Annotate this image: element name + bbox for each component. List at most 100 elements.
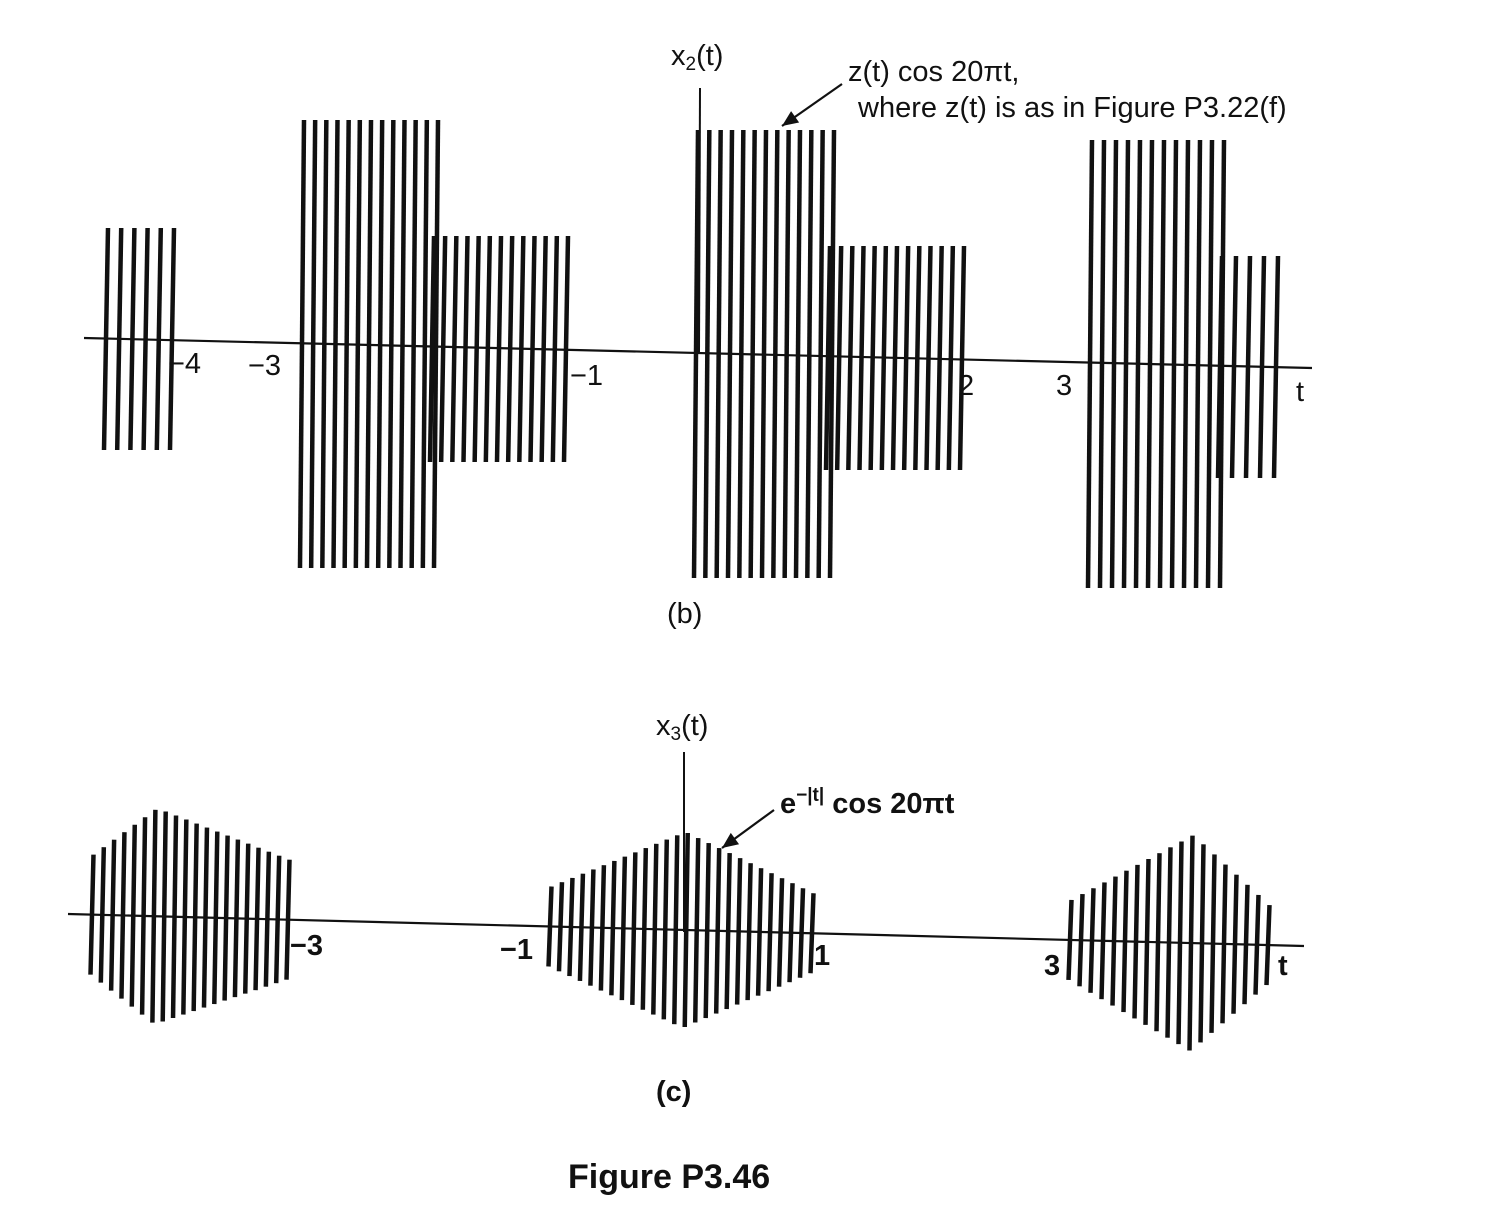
panel-b-oscillation-stroke <box>308 119 318 569</box>
panel-c-tick-3: 3 <box>1044 950 1061 982</box>
panel-c-oscillation-stroke <box>556 882 565 972</box>
panel-b-oscillation-stroke <box>846 245 855 471</box>
panel-c-oscillation-stroke <box>1198 844 1206 1043</box>
panel-b-oscillation-stroke <box>879 245 889 471</box>
panel-c-oscillation-stroke <box>577 873 586 981</box>
panel-c-oscillation-stroke <box>766 873 774 992</box>
panel-b-oscillation-stroke <box>420 119 430 569</box>
panel-c-oscillation-stroke <box>745 863 753 1001</box>
panel-b-oscillation-stroke <box>1215 255 1225 479</box>
panel-b-oscillation-stroke <box>528 235 537 463</box>
panel-b-oscillation-stroke <box>1205 139 1215 589</box>
panel-b-oscillation-stroke <box>331 119 340 569</box>
panel-c-oscillation-stroke <box>703 843 711 1019</box>
panel-c-oscillation-stroke <box>776 878 785 987</box>
panel-b-oscillation-stroke <box>1133 139 1143 589</box>
panel-c-oscillation-stroke <box>1066 899 1074 981</box>
panel-c-tick-minus1: −1 <box>500 934 534 966</box>
panel-c-oscillation-stroke <box>222 835 230 1001</box>
panel-b-oscillation-stroke <box>1085 139 1095 589</box>
panel-c-caption: (c) <box>656 1076 692 1108</box>
panel-b-y-label: x2(t) <box>671 40 724 75</box>
panel-b-oscillation-stroke <box>1145 139 1155 589</box>
panel-b-oscillation-stroke <box>461 235 470 463</box>
panel-b-tick-minus4: −4 <box>168 348 202 380</box>
panel-c-oscillation-stroke <box>787 883 795 983</box>
panel-b-oscillation-stroke <box>805 129 814 579</box>
panel-b-oscillation-stroke <box>725 129 735 579</box>
panel-c-oscillation-stroke <box>170 815 179 1019</box>
panel-b-oscillation-stroke <box>759 129 769 579</box>
panel-b-oscillation-stroke <box>703 129 712 579</box>
panel-c-oscillation-stroke <box>191 823 199 1012</box>
panel-c-oscillation-stroke <box>755 868 764 996</box>
panel-b-oscillation-stroke <box>353 119 363 569</box>
panel-c-oscillation-stroke <box>201 827 210 1008</box>
panel-c-oscillation-stroke <box>119 832 127 999</box>
panel-b-oscillation-stroke <box>427 235 437 463</box>
panel-c-oscillation-stroke <box>212 831 220 1005</box>
panel-b-oscillation-stroke <box>1229 255 1239 479</box>
panel-b-tick-3: 3 <box>1056 370 1073 402</box>
panel-c-oscillation-stroke <box>567 877 575 977</box>
panel-c-oscillation-stroke <box>1231 874 1239 1014</box>
panel-b-oscillation-stroke <box>737 129 746 579</box>
panel-c-oscillation-stroke <box>808 893 816 974</box>
panel-c-oscillation-stroke <box>1143 858 1151 1025</box>
annotation-arrows <box>721 83 843 849</box>
panel-c-tick-minus3: −3 <box>290 930 324 962</box>
panel-c-oscillation-stroke <box>672 835 680 1025</box>
panel-b-annotation-line1: z(t) cos 20πt, <box>848 56 1020 88</box>
panel-b-oscillation-stroke <box>748 129 757 579</box>
panel-c-oscillation-stroke <box>1220 864 1228 1024</box>
panel-c-tick-1: 1 <box>814 940 831 972</box>
panel-b-oscillation-stroke <box>450 235 459 463</box>
panel-b-oscillation-stroke <box>823 245 833 471</box>
panel-c-oscillation-stroke <box>1077 894 1085 987</box>
panel-b-oscillation-stroke <box>141 227 150 451</box>
panel-c-oscillation-stroke <box>1165 847 1173 1038</box>
panel-b-oscillation-stroke <box>714 129 723 579</box>
panel-b-tick-minus1: −1 <box>570 360 604 392</box>
panel-b-tick-2: 2 <box>958 370 975 402</box>
panel-b-oscillation-stroke <box>1157 139 1167 589</box>
panel-c-x-label: t <box>1278 950 1288 982</box>
panel-b-oscillation-stroke <box>1193 139 1203 589</box>
panel-b-oscillation-stroke <box>782 129 791 579</box>
panel-b-oscillation-stroke <box>409 119 418 569</box>
panel-c-oscillation-stroke <box>181 819 189 1015</box>
panel-b-x-label: t <box>1296 376 1305 408</box>
panel-b-oscillation-stroke <box>890 245 900 471</box>
panel-b-oscillation-stroke <box>517 235 526 463</box>
panel-c-oscillation-stroke <box>1253 894 1261 995</box>
panel-c-oscillation-stroke <box>129 824 138 1007</box>
panel-b-oscillation-stroke <box>1243 255 1253 479</box>
panel-b-oscillation-stroke <box>387 119 396 569</box>
panel-c-oscillation-stroke <box>232 839 241 998</box>
panel-b-oscillation-stroke <box>857 245 866 471</box>
panel-b-oscillation-stroke <box>1109 139 1119 589</box>
panel-b-oscillation-stroke <box>128 227 137 451</box>
panel-c-oscillation-stroke <box>1209 854 1217 1033</box>
panel-c-oscillation-stroke <box>651 843 659 1015</box>
panel-c-oscillation-stroke <box>598 865 607 991</box>
panel-b-oscillation-stroke <box>167 227 177 451</box>
panel-c-oscillation-stroke <box>724 853 732 1010</box>
panel-b-oscillation-stroke <box>946 245 956 471</box>
panel-b-bursts <box>101 119 1281 589</box>
panel-c-oscillation-stroke <box>546 886 554 967</box>
panel-b-oscillation-stroke <box>1121 139 1131 589</box>
panel-c-oscillation-stroke <box>1099 882 1107 1000</box>
panel-b-oscillation-stroke <box>483 235 493 463</box>
panel-c-oscillation-stroke <box>1121 870 1129 1013</box>
panel-b-caption: (b) <box>667 598 703 630</box>
panel-b-oscillation-stroke <box>771 129 780 579</box>
panel-b-oscillation-stroke <box>550 235 560 463</box>
panel-b-oscillation-stroke <box>398 119 407 569</box>
panel-c-annotation: e−|t| cos 20πt <box>780 785 955 820</box>
panel-b-oscillation-stroke <box>957 245 967 471</box>
panel-c-oscillation-stroke <box>619 856 628 1001</box>
panel-b-oscillation-stroke <box>834 245 844 471</box>
panel-c-oscillation-stroke <box>253 847 261 991</box>
panel-b-oscillation-stroke <box>375 119 385 569</box>
